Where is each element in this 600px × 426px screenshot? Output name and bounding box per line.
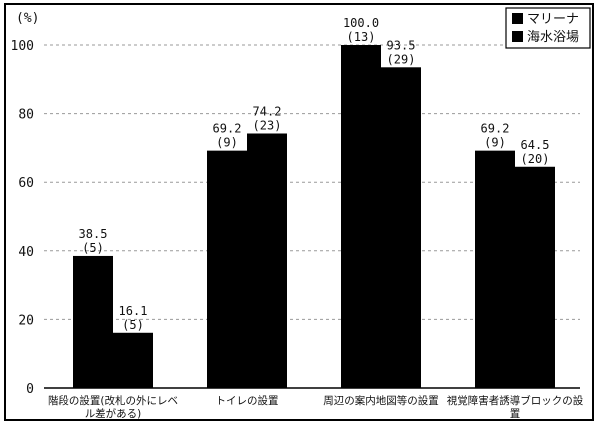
data-label-count: (9) xyxy=(484,136,506,150)
category-label: トイレの設置 xyxy=(216,394,279,407)
legend-swatch-beach xyxy=(512,31,523,42)
data-label-value: 69.2 xyxy=(213,122,242,136)
bar-marina xyxy=(475,150,515,388)
category-label: ル差がある) xyxy=(85,407,142,420)
y-tick-label: 60 xyxy=(18,176,34,191)
y-unit-label: (%) xyxy=(16,11,39,26)
data-label-value: 69.2 xyxy=(481,122,510,136)
legend-label-marina: マリーナ xyxy=(527,12,579,27)
bar-beach xyxy=(381,67,421,389)
y-tick-label: 80 xyxy=(18,108,34,123)
bar-marina xyxy=(341,45,381,388)
data-label-value: 38.5 xyxy=(79,227,108,241)
data-label-count: (13) xyxy=(347,30,376,44)
category-label: 階段の設置(改札の外にレベ xyxy=(48,394,178,407)
category-label: 周辺の案内地図等の設置 xyxy=(323,394,439,407)
data-label-value: 93.5 xyxy=(387,38,416,52)
y-axis-ticks: 0 20 40 60 80 100 xyxy=(11,39,34,397)
y-tick-label: 40 xyxy=(18,245,34,260)
data-label-count: (20) xyxy=(521,152,550,166)
bar-beach xyxy=(247,133,287,388)
legend-label-beach: 海水浴場 xyxy=(527,30,579,45)
category-label: 視覚障害者誘導ブロックの設 xyxy=(447,394,584,407)
bar-marina xyxy=(73,255,113,388)
data-label-value: 64.5 xyxy=(521,138,550,152)
legend: マリーナ 海水浴場 xyxy=(505,7,591,49)
data-label-count: (29) xyxy=(387,52,416,66)
data-label-value: 100.0 xyxy=(343,16,379,30)
y-tick-label: 20 xyxy=(18,313,34,328)
data-label-value: 16.1 xyxy=(119,304,148,318)
data-label-count: (9) xyxy=(216,136,238,150)
bars xyxy=(73,45,555,389)
data-labels: 38.5(5)16.1(5)69.2(9)74.2(23)100.0(13)93… xyxy=(79,16,550,332)
bar-beach xyxy=(515,166,555,388)
category-label: 置 xyxy=(510,408,521,420)
data-label-count: (23) xyxy=(253,118,282,132)
bar-beach xyxy=(113,332,153,388)
data-label-count: (5) xyxy=(82,241,104,255)
data-label-count: (5) xyxy=(122,318,144,332)
legend-swatch-marina xyxy=(512,13,523,24)
y-tick-label: 100 xyxy=(11,39,34,54)
data-label-value: 74.2 xyxy=(253,104,282,118)
y-tick-label: 0 xyxy=(26,382,34,397)
bar-marina xyxy=(207,150,247,388)
